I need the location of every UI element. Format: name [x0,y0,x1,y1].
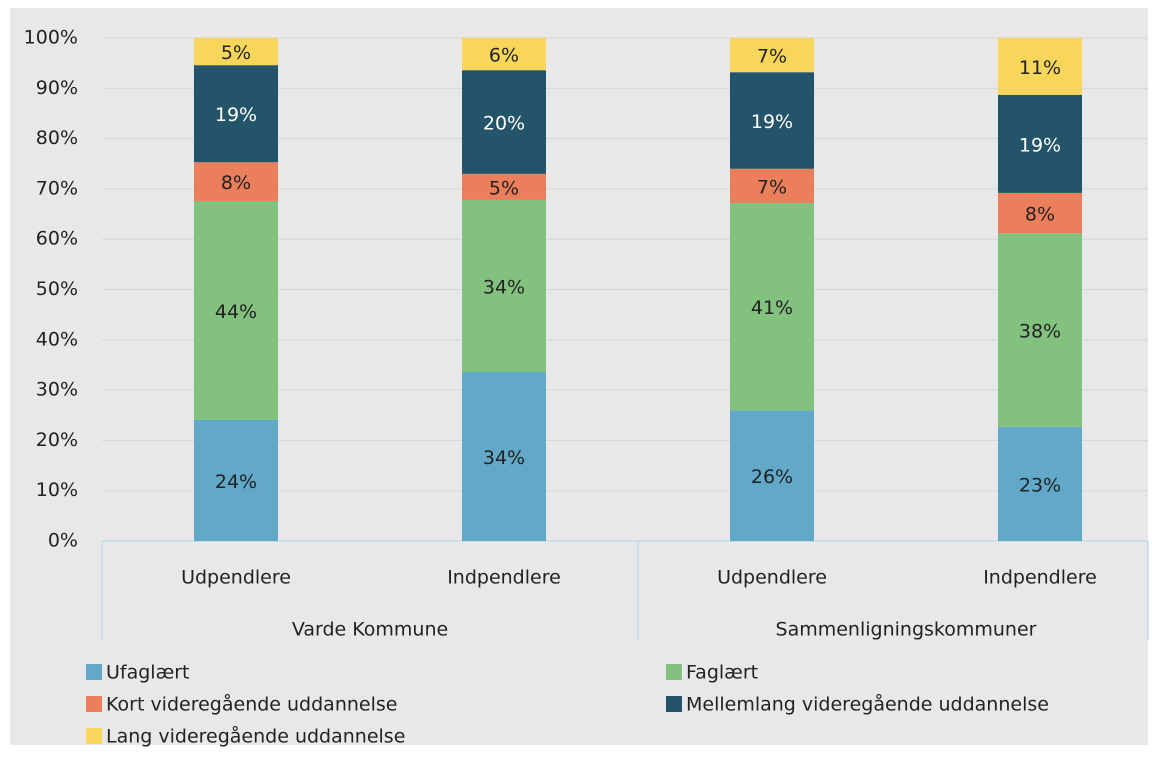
y-tick-label: 70% [36,177,78,199]
y-tick-label: 0% [48,530,78,552]
bar-segment [194,162,278,201]
bar-segment [462,38,546,71]
data-label: 19% [1019,134,1061,156]
data-label: 19% [751,111,793,133]
y-tick-label: 60% [36,228,78,250]
legend-swatch [86,664,102,680]
bar-segment [194,419,278,541]
x-tick-label: Udpendlere [717,567,827,589]
data-label: 11% [1019,57,1061,79]
bar-segment [730,168,814,203]
legend-label: Kort videregående uddannelse [106,693,397,716]
bar-segment [462,199,546,372]
y-tick-label: 20% [36,429,78,451]
bar-segment [998,233,1082,427]
bar-segment [998,94,1082,193]
data-label: 5% [489,177,519,199]
data-label: 38% [1019,320,1061,342]
y-tick-label: 100% [24,27,78,49]
data-label: 7% [757,46,787,68]
data-label: 26% [751,466,793,488]
y-tick-label: 40% [36,328,78,350]
legend-swatch [86,728,102,744]
bar-segment [730,72,814,169]
bar-segment [998,38,1082,95]
group-label: Sammenligningskommuner [776,619,1037,641]
data-label: 8% [1025,204,1055,226]
data-label: 7% [757,176,787,198]
bar-segment [194,38,278,66]
bar-segment [730,202,814,411]
bar-segment [998,426,1082,541]
y-tick-label: 80% [36,127,78,149]
x-tick-label: Indpendlere [983,567,1097,589]
legend-swatch [666,664,682,680]
bar-segment [194,65,278,163]
legend-swatch [666,696,682,712]
data-label: 19% [215,104,257,126]
x-tick-label: Indpendlere [447,567,561,589]
bar-segment [730,38,814,73]
bar-segment [462,173,546,200]
bar-segment [194,200,278,420]
data-label: 44% [215,301,257,323]
data-label: 34% [483,276,525,298]
data-label: 23% [1019,474,1061,496]
data-label: 20% [483,113,525,135]
y-tick-label: 30% [36,379,78,401]
bar-segment [462,371,546,541]
y-tick-label: 10% [36,479,78,501]
data-label: 41% [751,297,793,319]
data-label: 5% [221,42,251,64]
legend-label: Lang videregående uddannelse [106,725,405,748]
data-label: 6% [489,45,519,67]
bar-segment [462,70,546,174]
data-label: 8% [221,172,251,194]
data-label: 24% [215,471,257,493]
y-tick-label: 50% [36,278,78,300]
legend-label: Faglært [686,662,758,684]
bar-segment [998,192,1082,234]
x-tick-label: Udpendlere [181,567,291,589]
data-label: 34% [483,447,525,469]
legend-label: Mellemlang videregående uddannelse [686,693,1049,716]
group-label: Varde Kommune [292,619,448,641]
bar-segment [730,410,814,541]
legend-swatch [86,696,102,712]
y-tick-label: 90% [36,77,78,99]
legend-label: Ufaglært [106,662,190,684]
